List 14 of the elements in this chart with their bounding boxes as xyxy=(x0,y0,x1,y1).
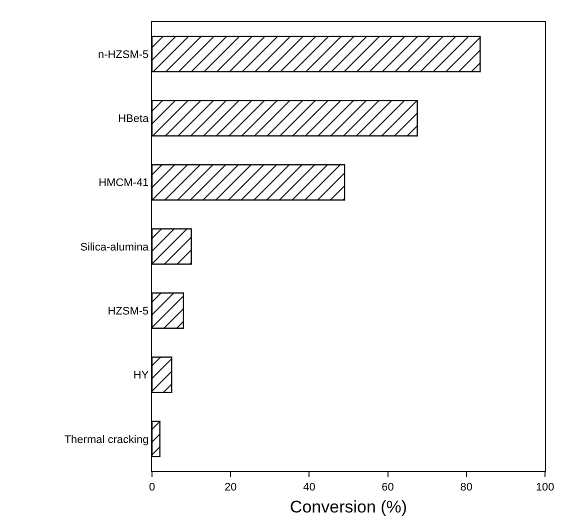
x-tick-label: 20 xyxy=(224,481,237,494)
y-tick-label: Silica-alumina xyxy=(80,241,150,254)
y-tick-label: HY xyxy=(133,370,150,382)
y-tick-label: Thermal cracking xyxy=(64,434,149,446)
x-tick-label: 0 xyxy=(148,481,156,494)
y-tick-label: HZSM-5 xyxy=(108,305,149,318)
x-tick-label: 40 xyxy=(303,481,316,494)
x-tick-label: 60 xyxy=(382,481,394,494)
x-axis-title: Conversion (%) xyxy=(290,498,408,517)
y-tick-label: HMCM-41 xyxy=(98,177,149,190)
y-tick-label: n-HZSM-5 xyxy=(98,48,149,61)
x-tick-label: 100 xyxy=(536,481,554,494)
y-tick-label: HBeta xyxy=(118,113,150,126)
x-tick-label: 80 xyxy=(460,481,473,494)
